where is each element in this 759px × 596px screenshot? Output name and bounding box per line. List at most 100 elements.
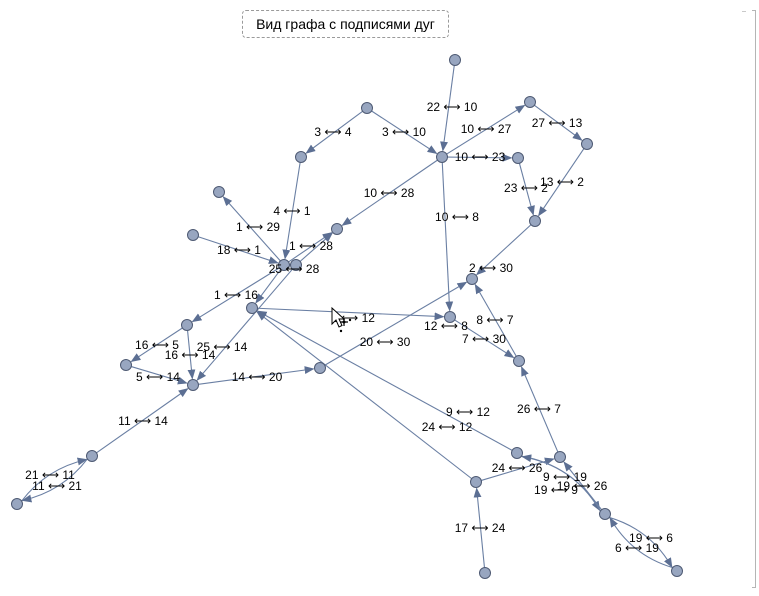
nodes-layer [11, 54, 683, 579]
edge-5-14 [131, 366, 188, 385]
edge-22-10 [440, 65, 455, 152]
edge-label-19-26: 19 ⟷ 26 [557, 479, 608, 493]
edge-label-11-14: 11 ⟷ 14 [118, 414, 168, 428]
node-2[interactable] [529, 215, 541, 227]
edge-17-24 [473, 487, 486, 568]
edge-10-28 [341, 159, 438, 226]
edge-label-8-7: 8 ⟷ 7 [476, 313, 514, 327]
edge-label-19-9: 19 ⟷ 9 [534, 483, 578, 497]
node-5[interactable] [120, 359, 132, 371]
edge-7-30 [474, 283, 517, 357]
node-8[interactable] [444, 311, 456, 323]
edge-label-13-2: 13 ⟷ 2 [540, 175, 584, 189]
edge-12-8 [257, 307, 445, 321]
node-26[interactable] [554, 451, 566, 463]
edge-19-26 [563, 461, 603, 511]
node-6[interactable] [671, 565, 683, 577]
node-19[interactable] [599, 508, 611, 520]
edge-1-12 [255, 269, 282, 304]
edge-25-14 [196, 268, 293, 381]
edge-11-21 [21, 458, 88, 503]
edge-label-21-11: 21 ⟷ 11 [25, 468, 75, 482]
edge-10-8 [441, 162, 454, 312]
node-25[interactable] [290, 259, 302, 271]
edge-label-5-14: 5 ⟷ 14 [136, 370, 180, 384]
node-18[interactable] [187, 229, 199, 241]
node-20[interactable] [314, 362, 326, 374]
edge-label-14-20: 14 ⟷ 20 [232, 370, 283, 384]
edge-label-19-6: 19 ⟷ 6 [629, 531, 673, 545]
edge-label-2-30: 2 ⟷ 30 [469, 261, 513, 275]
edge-label-23-2: 23 ⟷ 2 [504, 181, 548, 195]
graph-title: Вид графа с подписями дуг [242, 10, 449, 38]
edge-label-10-8: 10 ⟷ 8 [435, 210, 479, 224]
edge-label-10-28: 10 ⟷ 28 [364, 186, 415, 200]
edge-label-1-29: 1 ⟷ 29 [236, 220, 280, 234]
edge-label-25-28: 25 ⟷ 28 [269, 262, 320, 276]
edge-4-1 [282, 162, 301, 260]
node-12[interactable] [246, 302, 258, 314]
edge-label-20-30: 20 ⟷ 30 [360, 335, 411, 349]
edge-2-30 [476, 224, 532, 276]
edge-20-30 [324, 281, 468, 366]
node-16[interactable] [181, 319, 193, 331]
edge-18-1 [198, 236, 279, 264]
edge-16-14 [186, 330, 196, 380]
node-9[interactable] [511, 447, 523, 459]
edge-label-4-1: 4 ⟷ 1 [273, 204, 311, 218]
edge-label-3-4: 3 ⟷ 4 [314, 125, 352, 139]
node-3[interactable] [361, 102, 373, 114]
edge-27-13 [534, 104, 583, 141]
mouse-pointer-icon [331, 306, 352, 333]
node-24[interactable] [470, 476, 482, 488]
node-13[interactable] [581, 138, 593, 150]
node-28[interactable] [331, 223, 343, 235]
edge-label-16-5: 16 ⟷ 5 [135, 338, 179, 352]
edge-1-29 [222, 196, 281, 262]
edge-label-11-21: 11 ⟷ 21 [32, 479, 82, 493]
edge-label-24-26: 24 ⟷ 26 [492, 461, 543, 475]
edge-label-12-8: 12 ⟷ 8 [424, 319, 468, 333]
node-14[interactable] [187, 379, 199, 391]
node-21[interactable] [11, 498, 23, 510]
node-1[interactable] [278, 259, 290, 271]
edge-8-7 [454, 319, 515, 359]
node-30[interactable] [466, 273, 478, 285]
edge-10-27 [446, 104, 526, 155]
edge-6-19 [609, 517, 673, 569]
node-7[interactable] [513, 355, 525, 367]
edge-label-1-16: 1 ⟷ 16 [214, 288, 258, 302]
edge-label-3-10: 3 ⟷ 10 [382, 125, 426, 139]
edges-layer [21, 65, 673, 569]
node-23[interactable] [512, 152, 524, 164]
edge-23-2 [518, 163, 535, 216]
node-17[interactable] [479, 567, 491, 579]
edge-14-20 [198, 366, 315, 385]
node-4[interactable] [295, 151, 307, 163]
edge-19-9 [521, 454, 601, 512]
node-27[interactable] [524, 96, 536, 108]
edge-label-24-12: 24 ⟷ 12 [422, 420, 473, 434]
edge-25-28 [299, 232, 333, 262]
edge-label-17-24: 17 ⟷ 24 [455, 521, 506, 535]
edge-1-16 [191, 267, 280, 323]
node-11[interactable] [86, 450, 98, 462]
edge-label-22-10: 22 ⟷ 10 [427, 100, 478, 114]
cell-bracket[interactable] [752, 10, 756, 588]
edge-label-1-28: 1 ⟷ 28 [289, 239, 333, 253]
edge-label-27-13: 27 ⟷ 13 [532, 116, 583, 130]
edge-9-12 [256, 310, 513, 451]
cell-insertion-mark [742, 11, 746, 15]
edge-24-12 [256, 311, 472, 480]
edge-11-14 [96, 388, 189, 454]
edge-13-2 [538, 148, 585, 217]
edge-3-10 [371, 110, 438, 154]
edge-label-6-19: 6 ⟷ 19 [615, 541, 659, 555]
node-29[interactable] [213, 186, 225, 198]
edge-label-18-1: 18 ⟷ 1 [217, 243, 261, 257]
node-22[interactable] [449, 54, 461, 66]
node-10[interactable] [436, 151, 448, 163]
edge-label-16-14: 16 ⟷ 14 [165, 348, 216, 362]
edge-24-26 [481, 457, 555, 481]
